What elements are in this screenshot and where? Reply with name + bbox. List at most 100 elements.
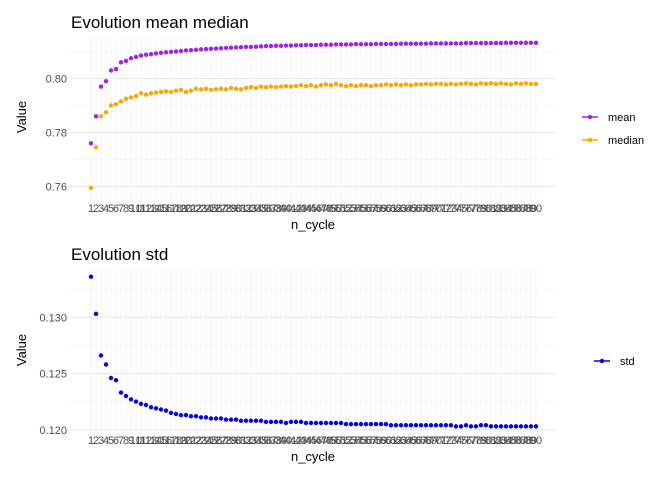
x-tick-label: 8 (123, 435, 129, 447)
x-tick-label: 9 (128, 435, 134, 447)
x-tick-label: 34 (250, 435, 262, 447)
data-point-std (148, 405, 154, 410)
data-point-median (428, 82, 434, 87)
x-tick-label: 15 (155, 203, 167, 215)
x-tick-label: 48 (320, 203, 332, 215)
x-tick-label: 13 (145, 203, 157, 215)
data-point-mean (223, 45, 229, 51)
data-point-std (343, 421, 349, 427)
data-point-median (233, 86, 239, 91)
x-tick-label: 56 (360, 203, 372, 215)
data-point-mean (378, 41, 384, 47)
x-tick-label: 29 (225, 203, 237, 215)
x-tick-label: 51 (335, 203, 347, 215)
data-point-median (158, 89, 164, 95)
x-tick-label: 59 (375, 435, 387, 447)
data-point-std (468, 424, 474, 429)
data-point-median (123, 96, 129, 101)
data-point-median (143, 92, 149, 97)
data-point-std (338, 420, 344, 426)
x-tick-label: 70 (430, 435, 442, 447)
x-tick-label: 50 (330, 203, 342, 215)
x-tick-label: 55 (355, 203, 367, 215)
data-point-std (353, 421, 359, 427)
x-tick-label: 23 (195, 435, 207, 447)
data-point-median (483, 81, 489, 87)
data-point-std (173, 411, 179, 417)
x-tick-label: 82 (490, 435, 502, 447)
data-point-mean (128, 56, 134, 61)
data-point-mean (323, 42, 329, 47)
x-tick-label: 58 (370, 435, 382, 447)
data-point-std (228, 417, 234, 422)
data-point-median (378, 83, 384, 88)
data-point-std (248, 418, 254, 423)
x-tick-label: 54 (350, 435, 362, 447)
x-tick-label: 70 (430, 203, 442, 215)
x-tick-label: 3 (98, 203, 104, 215)
chart-title: Evolution std (71, 245, 168, 264)
data-point-median (203, 86, 209, 91)
data-point-mean (393, 41, 399, 47)
x-tick-label: 41 (285, 203, 297, 215)
data-point-median (328, 83, 334, 88)
data-point-std (323, 420, 329, 426)
data-point-std (373, 421, 379, 427)
x-tick-label: 61 (385, 203, 397, 215)
x-tick-label: 66 (410, 435, 422, 447)
data-point-mean (328, 42, 334, 47)
data-point-median (113, 101, 119, 107)
data-point-mean (118, 60, 124, 65)
data-point-std (513, 424, 519, 429)
data-point-std (178, 412, 184, 418)
x-tick-label: 48 (320, 435, 332, 447)
data-point-mean (368, 42, 374, 47)
x-tick-label: 41 (285, 435, 297, 447)
data-point-std (493, 424, 499, 429)
x-tick-label: 38 (270, 435, 282, 447)
x-tick-label: 25 (205, 203, 217, 215)
x-tick-label: 88 (520, 435, 532, 447)
data-point-std (318, 420, 324, 426)
data-point-std (433, 423, 439, 428)
x-tick-label: 64 (400, 203, 412, 215)
data-point-mean (313, 42, 319, 48)
x-tick-label: 5 (108, 203, 114, 215)
data-point-median (108, 103, 114, 108)
x-tick-label: 63 (395, 435, 407, 447)
x-tick-label: 90 (530, 435, 542, 447)
x-tick-label: 71 (435, 435, 447, 447)
data-point-mean (438, 41, 444, 46)
data-point-std (263, 419, 269, 425)
data-point-median (343, 83, 349, 89)
x-tick-label: 12 (140, 435, 152, 447)
x-tick-label: 51 (335, 435, 347, 447)
x-tick-label: 11 (135, 435, 146, 447)
data-point-mean (168, 49, 174, 54)
x-tick-label: 10 (130, 435, 142, 447)
data-point-std (158, 407, 164, 412)
x-tick-label: 83 (495, 435, 507, 447)
data-point-mean (158, 50, 164, 56)
data-point-mean (373, 41, 379, 47)
data-point-median (268, 84, 274, 89)
data-point-median (198, 87, 204, 92)
x-tick-label: 33 (245, 435, 257, 447)
x-tick-label: 2 (93, 203, 99, 215)
data-point-mean (363, 42, 369, 47)
data-point-mean (493, 40, 499, 46)
data-point-std (298, 419, 304, 425)
data-point-median (178, 87, 184, 93)
x-tick-label: 42 (290, 203, 302, 215)
x-tick-label: 42 (290, 435, 302, 447)
data-point-mean (413, 41, 419, 46)
x-tick-label: 60 (380, 203, 392, 215)
data-point-mean (428, 41, 434, 46)
data-point-std (378, 421, 384, 427)
x-tick-label: 6 (113, 435, 119, 447)
x-tick-label: 8 (123, 203, 129, 215)
data-point-std (363, 421, 369, 427)
x-tick-label: 71 (435, 203, 447, 215)
x-tick-label: 72 (440, 203, 452, 215)
